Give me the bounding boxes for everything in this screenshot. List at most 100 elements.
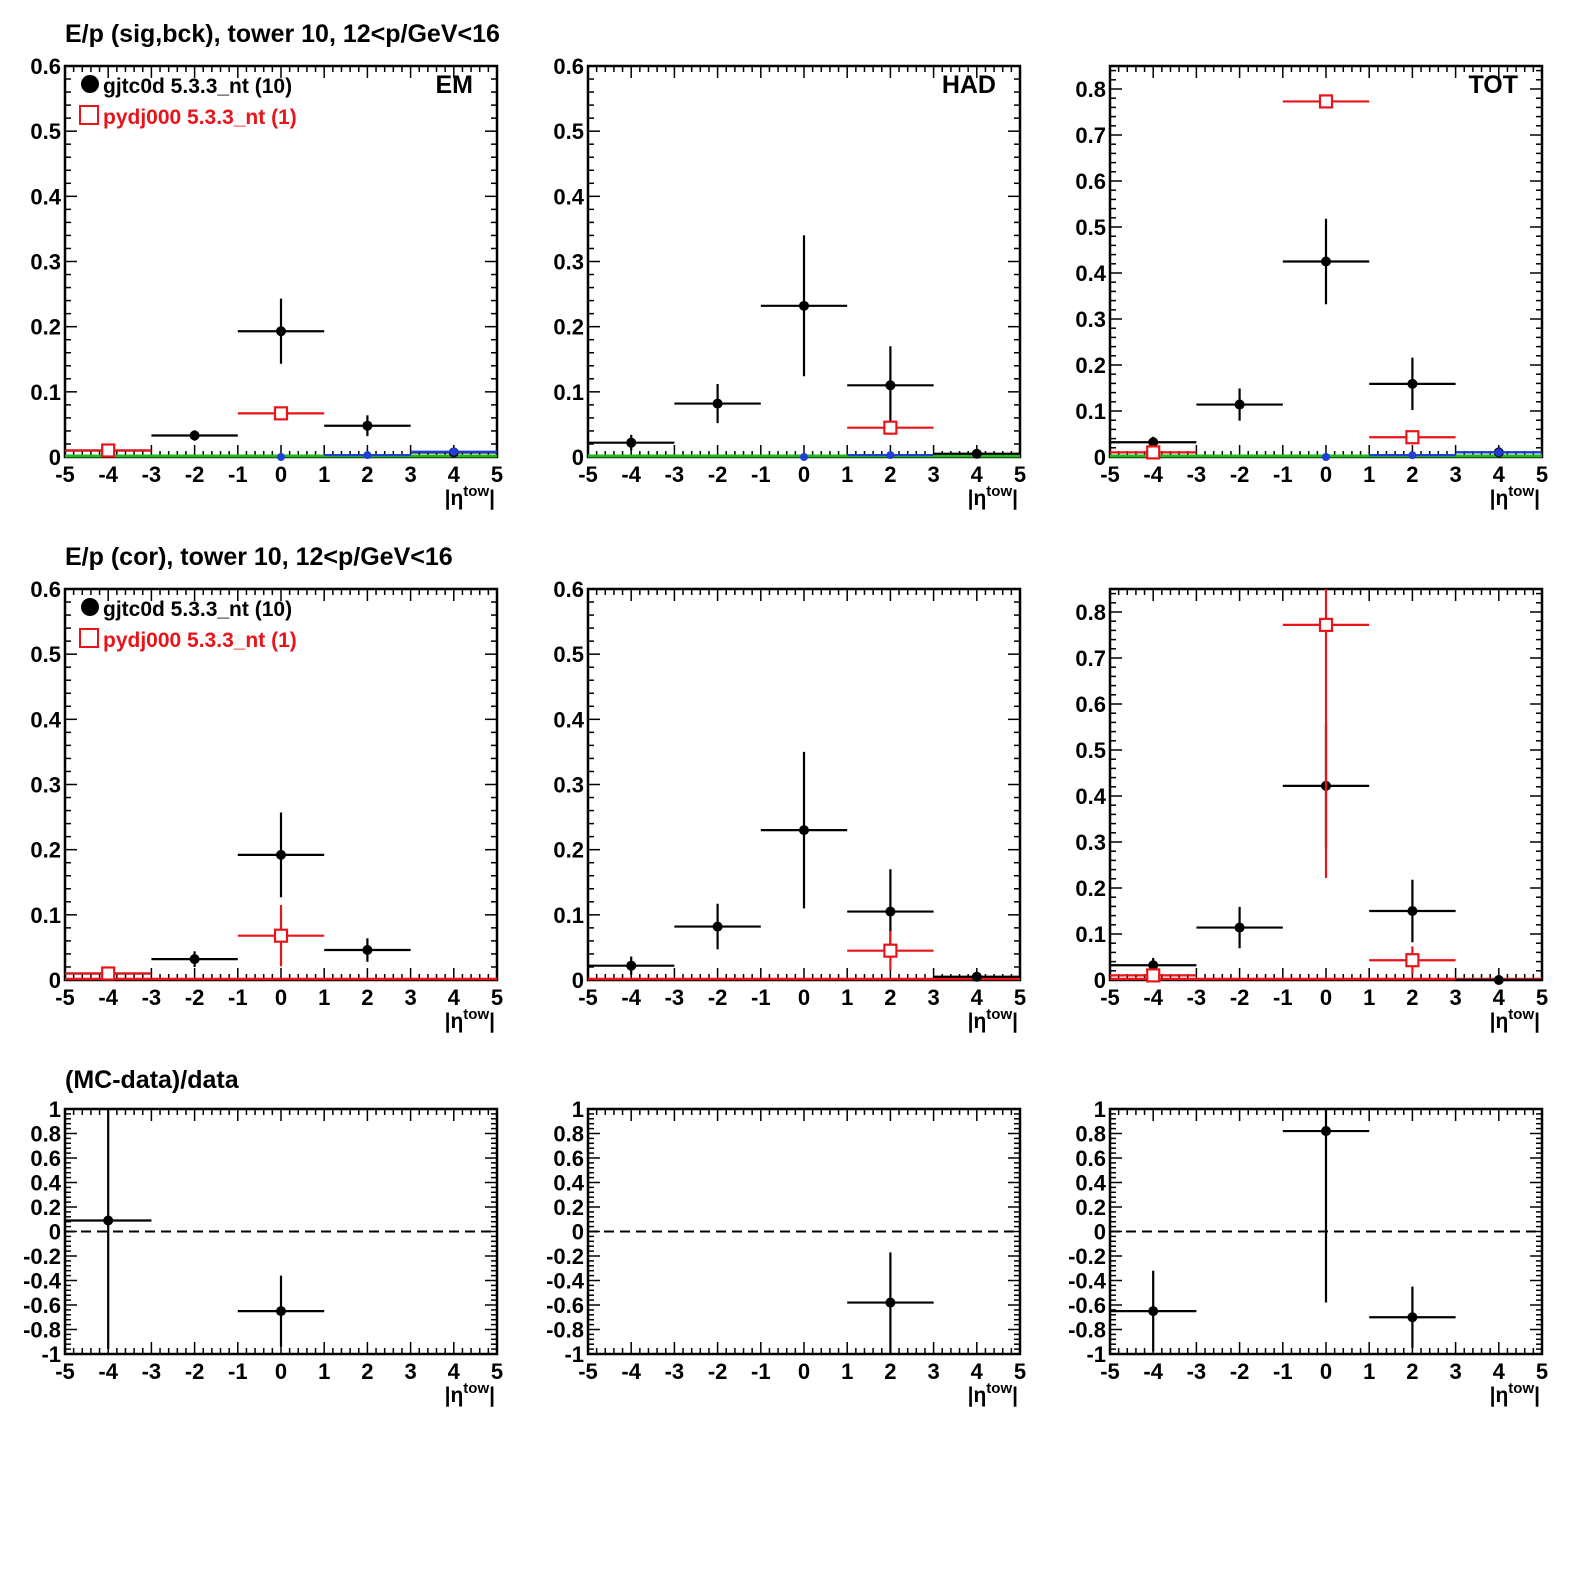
y-tick-label: 0.3 — [1075, 307, 1106, 332]
y-tick-label: 0.7 — [1075, 646, 1106, 671]
x-tick-label: 5 — [1014, 1359, 1026, 1384]
data-marker — [1321, 1126, 1331, 1137]
y-tick-label: 0.2 — [553, 838, 584, 863]
x-tick-label: 3 — [927, 985, 939, 1010]
panel-label: TOT — [1468, 71, 1518, 99]
data-marker — [1407, 1312, 1418, 1323]
y-tick-label: 0.6 — [553, 54, 584, 79]
x-tick-label: 5 — [491, 462, 503, 487]
y-tick-label: 0.2 — [1075, 1195, 1106, 1220]
blue-marker — [800, 453, 808, 461]
x-tick-label: -1 — [1273, 985, 1293, 1010]
y-tick-label: 0.3 — [1075, 830, 1106, 855]
y-tick-label: 0 — [1094, 968, 1106, 993]
y-tick-label: 0.1 — [1075, 922, 1106, 947]
y-tick-label: 0.5 — [30, 642, 61, 667]
y-tick-label: 0.1 — [553, 380, 584, 405]
x-tick-label: -4 — [98, 985, 118, 1010]
mc-marker — [883, 943, 898, 958]
legend-marker-data — [81, 598, 99, 616]
data-marker — [1234, 399, 1245, 410]
mc-marker — [273, 406, 289, 421]
x-tick-label: 4 — [1493, 985, 1506, 1010]
x-axis-label: |ηtow| — [968, 483, 1018, 510]
data-marker — [276, 1306, 286, 1317]
data-marker — [626, 437, 637, 448]
legend-label: pydj000 5.3.3_nt (1) — [103, 106, 297, 129]
x-tick-label: -4 — [621, 1359, 641, 1384]
y-tick-label: 0 — [1094, 1220, 1106, 1245]
y-tick-label: -0.6 — [23, 1293, 61, 1318]
x-tick-label: 1 — [318, 1359, 330, 1384]
data-marker — [1148, 437, 1159, 448]
y-tick-label: 0.3 — [553, 250, 584, 275]
chart-panel: -5 -4 -3 -2 -1 0 1 2 3 4 5-1-0.8-0.6-0.4-0.200.20.… — [546, 1097, 1026, 1407]
data-marker — [626, 960, 637, 971]
panel-label: HAD — [942, 71, 996, 99]
y-tick-label: 0.8 — [1075, 77, 1106, 102]
data-marker — [1407, 378, 1418, 389]
x-tick-label: -4 — [621, 462, 641, 487]
x-tick-label: -2 — [1230, 1359, 1250, 1384]
y-tick-label: 0.6 — [30, 577, 61, 602]
x-tick-label: -4 — [1143, 985, 1163, 1010]
x-tick-label: -1 — [751, 985, 771, 1010]
x-tick-label: -5 — [55, 985, 75, 1010]
y-tick-label: 1 — [572, 1097, 584, 1122]
x-tick-label: 1 — [841, 462, 853, 487]
x-tick-label: 0 — [798, 1359, 810, 1384]
x-tick-label: 4 — [448, 985, 461, 1010]
x-tick-label: 0 — [275, 462, 287, 487]
x-tick-label: 4 — [971, 985, 984, 1010]
y-tick-label: -0.2 — [1068, 1244, 1106, 1269]
x-tick-label: 2 — [361, 1359, 373, 1384]
y-tick-label: 0.4 — [1075, 784, 1106, 809]
x-tick-label: 3 — [1449, 985, 1461, 1010]
x-tick-label: -1 — [228, 1359, 248, 1384]
x-tick-label: -5 — [55, 462, 75, 487]
y-tick-label: 0.6 — [553, 577, 584, 602]
data-marker — [799, 825, 809, 836]
y-tick-label: -0.4 — [546, 1269, 585, 1294]
chart-panel: -5 -4 -3 -2 -1 0 1 2 3 4 5 0 0.1 0.2 0.3 0.4 0.5 0.6 |ηtow… — [30, 577, 503, 1033]
x-tick-label: -2 — [185, 1359, 205, 1384]
y-tick-label: 0 — [1094, 445, 1106, 470]
blue-marker — [1322, 453, 1330, 461]
y-tick-label: 0.6 — [30, 54, 61, 79]
mc-marker — [101, 443, 116, 458]
x-tick-label: -3 — [142, 1359, 162, 1384]
x-tick-label: 5 — [491, 1359, 503, 1384]
y-tick-label: -1 — [564, 1342, 584, 1367]
x-tick-label: -2 — [708, 462, 728, 487]
mc-marker — [1318, 617, 1334, 632]
y-tick-label: 0.6 — [1075, 692, 1106, 717]
y-tick-label: -0.8 — [1068, 1318, 1106, 1343]
y-tick-label: 0 — [49, 1220, 61, 1245]
x-tick-label: -3 — [665, 462, 685, 487]
y-tick-label: 0.4 — [30, 1171, 61, 1196]
x-tick-label: -4 — [621, 985, 641, 1010]
data-marker — [885, 1297, 896, 1308]
x-tick-label: 3 — [927, 1359, 939, 1384]
y-tick-label: 0 — [572, 1220, 584, 1245]
data-marker — [362, 945, 373, 956]
data-marker — [1321, 256, 1331, 267]
y-tick-label: 0.2 — [30, 838, 61, 863]
data-marker — [1148, 960, 1159, 971]
x-tick-label: 4 — [448, 462, 461, 487]
x-tick-label: -2 — [1230, 985, 1250, 1010]
x-tick-label: -4 — [98, 462, 118, 487]
x-tick-label: 0 — [1320, 462, 1332, 487]
legend-label: gjtc0d 5.3.3_nt (10) — [103, 598, 292, 621]
y-tick-label: 0.7 — [1075, 123, 1106, 148]
x-tick-label: 3 — [927, 462, 939, 487]
x-tick-label: -5 — [578, 462, 598, 487]
data-marker — [276, 849, 286, 860]
x-axis-label: |ηtow| — [445, 1380, 495, 1407]
y-tick-label: 0.4 — [30, 184, 61, 209]
y-tick-label: 0 — [49, 968, 61, 993]
x-axis-label: |ηtow| — [1490, 1380, 1540, 1407]
x-tick-label: 1 — [841, 985, 853, 1010]
x-tick-label: 5 — [1014, 985, 1026, 1010]
